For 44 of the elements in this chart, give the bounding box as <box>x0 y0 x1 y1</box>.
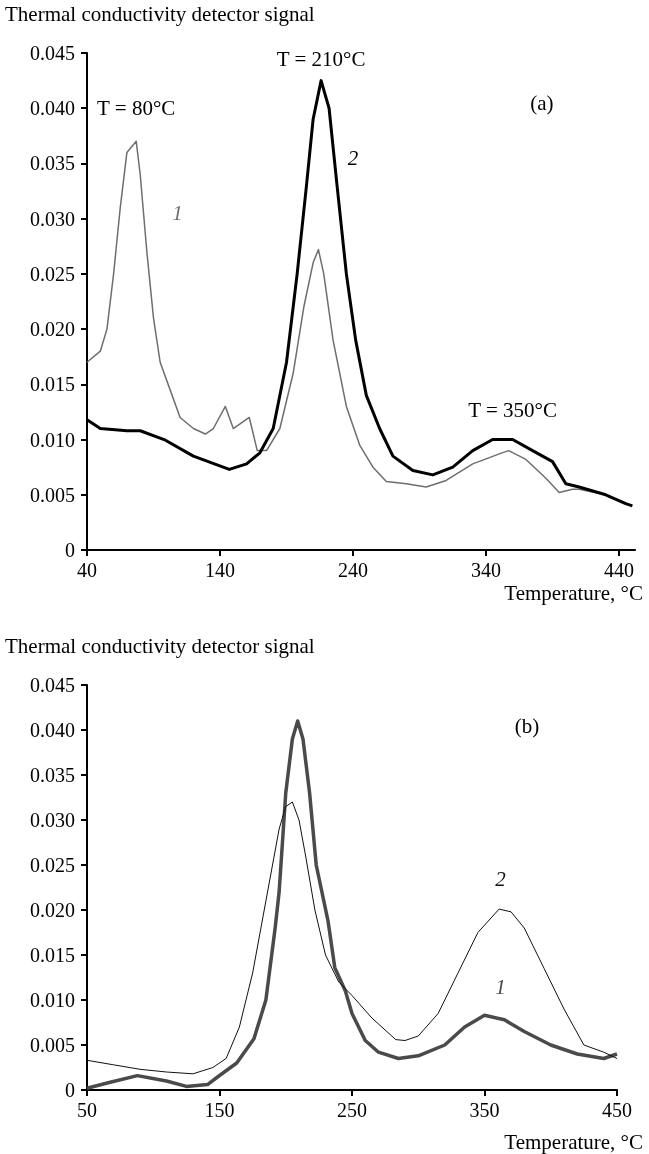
y-tick-label: 0.030 <box>30 809 75 831</box>
y-tick-label: 0.005 <box>30 483 75 506</box>
text: (b) <box>514 713 540 738</box>
y-tick-label: 0.010 <box>30 989 75 1011</box>
y-tick-label: 0.045 <box>30 42 75 64</box>
y-tick-label: 0.035 <box>30 764 75 786</box>
annotation: T = 80°C <box>97 96 176 121</box>
y-tick-label: 0.020 <box>30 318 75 341</box>
annotation: T = 210°C <box>276 46 366 71</box>
y-tick-label: 0.010 <box>30 428 75 451</box>
y-axis-title: Thermal conductivity detector signal <box>5 633 315 658</box>
y-tick-label: 0.040 <box>30 97 75 120</box>
x-tick-label: 240 <box>338 559 369 581</box>
x-tick-label: 340 <box>471 559 502 581</box>
series-label: 1 <box>172 201 183 226</box>
line-series <box>86 801 618 1075</box>
series-label: 2 <box>495 866 507 891</box>
series-label: 1 <box>495 974 506 999</box>
text: (a) <box>530 90 554 115</box>
x-tick-label: 250 <box>337 1099 367 1121</box>
x-tick-label: 50 <box>77 1099 97 1121</box>
y-tick-label: 0.035 <box>30 152 75 175</box>
y-tick-label: 0.030 <box>30 207 75 230</box>
y-tick-label: 0.025 <box>30 262 75 285</box>
y-tick-label: 0.020 <box>30 899 75 921</box>
y-tick-label: 0.005 <box>30 1034 75 1056</box>
y-tick-label: 0.025 <box>30 854 75 876</box>
x-tick-label: 350 <box>469 1099 500 1121</box>
series-label: 2 <box>347 145 359 170</box>
x-tick-label: 450 <box>602 1099 632 1121</box>
y-axis-title: Thermal conductivity detector signal <box>5 1 315 26</box>
x-axis-title: Temperature, °C <box>504 580 644 605</box>
y-tick-label: 0.015 <box>30 373 75 396</box>
y-tick-label: 0.015 <box>30 944 75 966</box>
x-tick-label: 440 <box>604 559 635 581</box>
y-tick-label: 0 <box>65 1079 75 1101</box>
x-axis-title: Temperature, °C <box>504 1129 644 1154</box>
x-tick-label: 150 <box>204 1099 235 1121</box>
annotation: T = 350°C <box>468 397 557 422</box>
y-tick-label: 0.045 <box>30 674 75 696</box>
y-tick-label: 0 <box>65 539 75 561</box>
y-tick-label: 0.040 <box>30 719 75 741</box>
x-tick-label: 40 <box>77 559 97 581</box>
x-tick-label: 140 <box>205 559 236 581</box>
